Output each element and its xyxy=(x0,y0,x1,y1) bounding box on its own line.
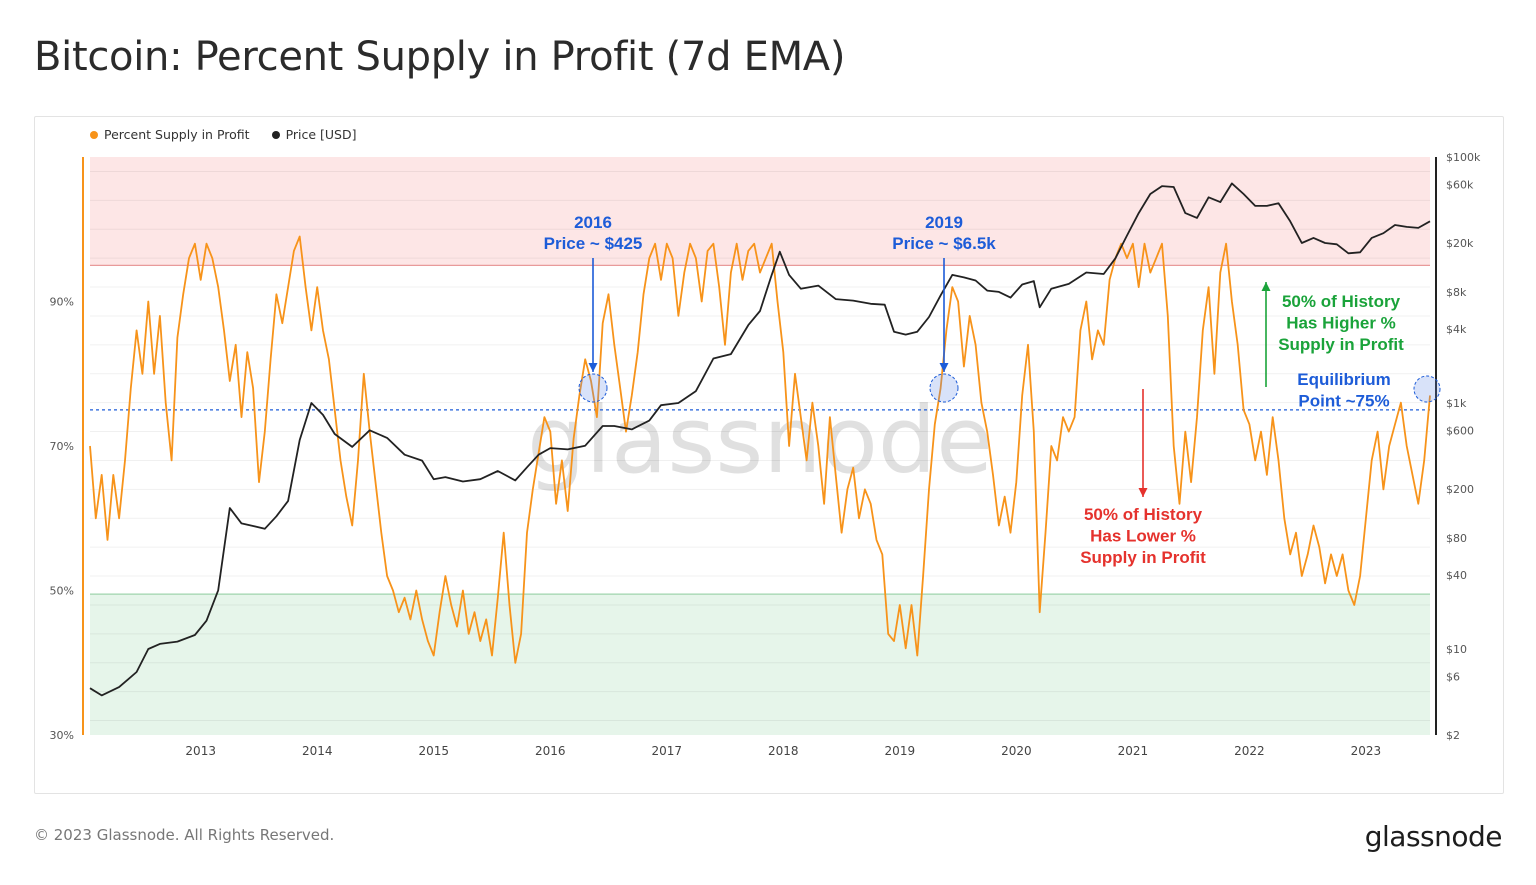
x-tick-label: 2016 xyxy=(535,744,566,758)
right-tick-label: $80 xyxy=(1446,532,1467,545)
x-tick-label: 2021 xyxy=(1118,744,1149,758)
page-title: Bitcoin: Percent Supply in Profit (7d EM… xyxy=(34,34,846,80)
legend-dot-price xyxy=(271,130,280,139)
annotation-2016-marker xyxy=(578,373,608,403)
upper-zone xyxy=(90,157,1430,266)
annotation-2019-marker xyxy=(929,373,959,403)
x-tick-label: 2019 xyxy=(885,744,916,758)
annotation-2019-year: 2019 xyxy=(925,213,963,232)
left-tick-label: 50% xyxy=(50,585,74,598)
annotation-higher-line: Has Higher % xyxy=(1286,314,1396,333)
copyright-footer: © 2023 Glassnode. All Rights Reserved. xyxy=(34,826,335,844)
right-tick-label: $200 xyxy=(1446,483,1474,496)
series-line-supply xyxy=(89,235,1431,664)
annotation-2019-price: Price ~ $6.5k xyxy=(892,234,996,253)
right-tick-label: $600 xyxy=(1446,424,1474,437)
x-tick-label: 2013 xyxy=(185,744,216,758)
right-tick-label: $2 xyxy=(1446,729,1460,742)
annotation-2016-year: 2016 xyxy=(574,213,612,232)
watermark: glassnode xyxy=(527,387,993,494)
chart-legend: Percent Supply in Profit Price [USD] xyxy=(90,127,357,142)
annotation-lower-arrow-head xyxy=(1138,488,1148,497)
right-tick-label: $8k xyxy=(1446,286,1467,299)
x-tick-label: 2018 xyxy=(768,744,799,758)
right-tick-label: $20k xyxy=(1446,237,1474,250)
right-tick-label: $60k xyxy=(1446,178,1474,191)
x-tick-label: 2022 xyxy=(1234,744,1265,758)
right-tick-label: $1k xyxy=(1446,397,1467,410)
annotation-lower-line: Supply in Profit xyxy=(1080,548,1206,567)
left-tick-label: 30% xyxy=(50,729,74,742)
annotation-2019-arrow-head xyxy=(939,363,949,372)
legend-label-price: Price [USD] xyxy=(285,127,357,142)
right-tick-label: $10 xyxy=(1446,643,1467,656)
annotation-equilibrium-line: Equilibrium xyxy=(1297,370,1391,389)
left-tick-label: 90% xyxy=(50,296,74,309)
annotation-equilibrium-line: Point ~75% xyxy=(1298,392,1389,411)
annotation-higher-line: 50% of History xyxy=(1282,292,1401,311)
right-tick-label: $6 xyxy=(1446,670,1460,683)
right-tick-label: $40 xyxy=(1446,569,1467,582)
series-line-price xyxy=(89,182,1431,697)
annotation-equilibrium-marker xyxy=(1413,375,1441,403)
legend-label-supply: Percent Supply in Profit xyxy=(104,127,250,142)
legend-item-price[interactable]: Price [USD] xyxy=(271,127,357,142)
annotation-2016-price: Price ~ $425 xyxy=(544,234,643,253)
x-tick-label: 2015 xyxy=(418,744,449,758)
right-tick-label: $100k xyxy=(1446,151,1481,164)
right-tick-label: $4k xyxy=(1446,323,1467,336)
lower-zone xyxy=(90,594,1430,735)
annotation-lower-line: 50% of History xyxy=(1084,505,1203,524)
x-tick-label: 2020 xyxy=(1001,744,1032,758)
x-tick-label: 2023 xyxy=(1351,744,1382,758)
brand-logo: glassnode xyxy=(1364,820,1503,853)
annotation-lower-line: Has Lower % xyxy=(1090,527,1196,546)
legend-item-supply[interactable]: Percent Supply in Profit xyxy=(90,127,250,142)
left-tick-label: 70% xyxy=(50,440,74,453)
x-tick-label: 2014 xyxy=(302,744,333,758)
annotation-2016-arrow-head xyxy=(588,363,598,372)
annotation-higher-arrow-head xyxy=(1261,282,1271,291)
annotation-higher-line: Supply in Profit xyxy=(1278,335,1404,354)
x-tick-label: 2017 xyxy=(652,744,683,758)
legend-dot-supply xyxy=(90,130,98,139)
